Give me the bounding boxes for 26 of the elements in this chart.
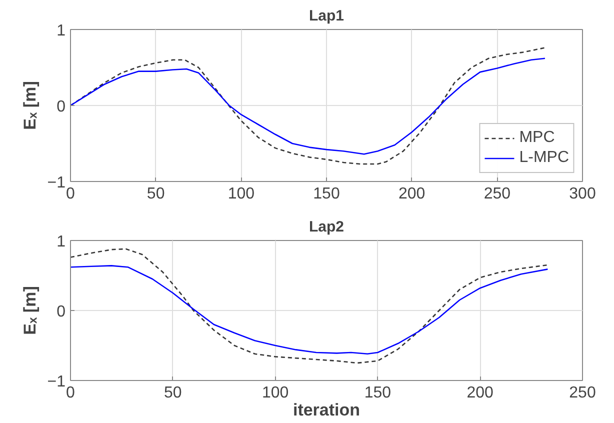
x-tick-label: 100 [228,186,255,202]
chart-title: Lap2 [308,218,344,236]
x-tick-label: 200 [466,384,494,402]
y-axis-title: Eₓ [m] [20,81,40,130]
x-tick-label: 250 [569,384,596,402]
x-tick-label: 150 [364,384,392,402]
chart-title: Lap1 [308,8,344,24]
y-tick-label: 1 [56,234,66,250]
x-tick-label: 250 [484,186,511,202]
y-tick-label: −1 [47,174,66,192]
y-tick-label: −1 [47,374,66,390]
legend-label: L-MPC [519,149,569,167]
y-tick-label: 0 [56,98,66,116]
line-series [70,265,548,355]
x-tick-label: 300 [569,186,596,202]
x-tick-label: 150 [313,186,340,202]
y-tick-label: 0 [56,304,66,320]
x-tick-label: 200 [398,186,426,202]
x-axis-title: iteration [292,400,360,420]
x-tick-label: 100 [262,384,289,402]
x-tick-label: 50 [164,384,182,402]
line-series [70,248,548,364]
y-axis-title: Eₓ [m] [20,286,40,335]
y-tick-label: 1 [56,22,66,40]
legend-label: MPC [519,129,555,147]
x-tick-label: 50 [146,186,165,202]
